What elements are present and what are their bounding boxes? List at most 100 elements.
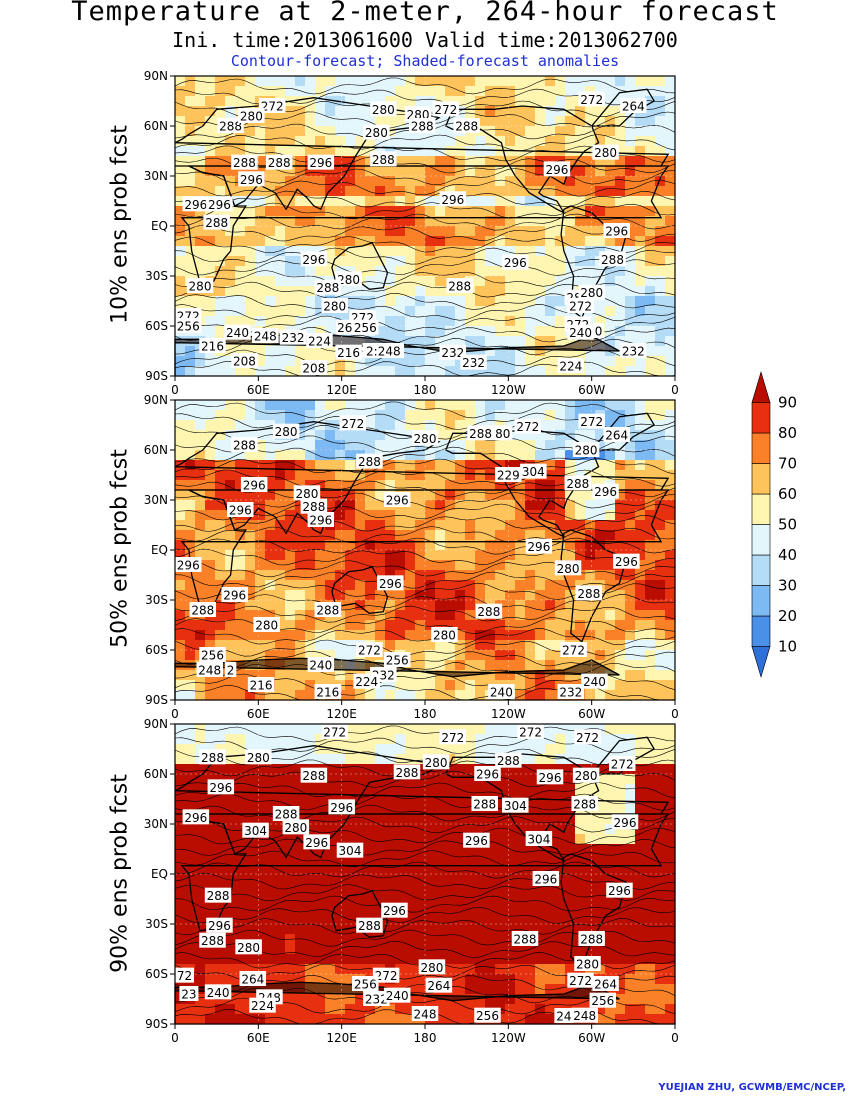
shade-cell bbox=[615, 206, 626, 217]
shade-cell bbox=[365, 236, 376, 247]
shade-cell bbox=[545, 326, 556, 337]
shade-cell bbox=[475, 904, 486, 915]
shade-cell bbox=[615, 834, 626, 845]
shade-cell bbox=[265, 530, 276, 541]
shade-cell bbox=[175, 754, 186, 765]
shade-cell bbox=[395, 276, 406, 287]
shade-cell bbox=[535, 924, 546, 935]
shade-cell bbox=[255, 804, 266, 815]
shade-cell bbox=[465, 924, 476, 935]
shade-cell bbox=[455, 914, 466, 925]
shade-cell bbox=[215, 460, 226, 471]
shade-cell bbox=[185, 874, 196, 885]
shade-cell bbox=[665, 500, 676, 511]
shade-cell bbox=[635, 76, 646, 87]
shade-cell bbox=[555, 580, 566, 591]
shade-cell bbox=[595, 510, 606, 521]
shade-cell bbox=[485, 510, 496, 521]
shade-cell bbox=[345, 670, 356, 681]
shade-cell bbox=[275, 1014, 286, 1025]
shade-cell bbox=[275, 306, 286, 317]
shade-cell bbox=[285, 480, 296, 491]
shade-cell bbox=[235, 96, 246, 107]
shade-cell bbox=[355, 500, 366, 511]
shade-cell bbox=[335, 146, 346, 157]
shade-cell bbox=[195, 86, 206, 97]
shade-cell bbox=[565, 176, 576, 187]
shade-cell bbox=[515, 530, 526, 541]
shade-cell bbox=[425, 550, 436, 561]
shade-cell bbox=[395, 316, 406, 327]
shade-cell bbox=[315, 630, 326, 641]
shade-cell bbox=[395, 610, 406, 621]
shade-cell bbox=[565, 236, 576, 247]
shade-cell bbox=[295, 96, 306, 107]
shade-cell bbox=[365, 550, 376, 561]
shade-cell bbox=[375, 934, 386, 945]
shade-cell bbox=[415, 420, 426, 431]
shade-cell bbox=[605, 814, 616, 825]
shade-cell bbox=[375, 480, 386, 491]
shade-cell bbox=[245, 964, 256, 975]
shade-cell bbox=[605, 450, 616, 461]
contour-label: 272 bbox=[358, 644, 381, 658]
shade-cell bbox=[445, 510, 456, 521]
shade-cell bbox=[425, 136, 436, 147]
shade-cell bbox=[585, 460, 596, 471]
shade-cell bbox=[565, 336, 576, 347]
shade-cell bbox=[265, 126, 276, 137]
shade-cell bbox=[315, 784, 326, 795]
shade-cell bbox=[265, 954, 276, 965]
shade-cell bbox=[525, 450, 536, 461]
shade-cell bbox=[415, 86, 426, 97]
shade-cell bbox=[405, 844, 416, 855]
shade-cell bbox=[645, 86, 656, 97]
shade-cell bbox=[615, 236, 626, 247]
shade-cell bbox=[655, 246, 666, 257]
shade-cell bbox=[295, 116, 306, 127]
shade-cell bbox=[465, 540, 476, 551]
shade-cell bbox=[235, 346, 246, 357]
shade-cell bbox=[215, 420, 226, 431]
shade-cell bbox=[465, 470, 476, 481]
shade-cell bbox=[595, 754, 606, 765]
shade-cell bbox=[655, 864, 666, 875]
shade-cell bbox=[245, 236, 256, 247]
shade-cell bbox=[515, 600, 526, 611]
shade-cell bbox=[355, 610, 366, 621]
shade-cell bbox=[285, 86, 296, 97]
shade-cell bbox=[505, 994, 516, 1005]
shade-cell bbox=[505, 854, 516, 865]
contour-label: 256 bbox=[354, 321, 377, 335]
shade-cell bbox=[335, 670, 346, 681]
shade-cell bbox=[625, 306, 636, 317]
shade-cell bbox=[265, 86, 276, 97]
shade-cell bbox=[375, 550, 386, 561]
shade-cell bbox=[495, 86, 506, 97]
shade-cell bbox=[205, 834, 216, 845]
shade-cell bbox=[605, 560, 616, 571]
shade-cell bbox=[225, 640, 236, 651]
shade-cell bbox=[505, 904, 516, 915]
shade-cell bbox=[365, 964, 376, 975]
shade-cell bbox=[515, 610, 526, 621]
shade-cell bbox=[325, 794, 336, 805]
shade-cell bbox=[625, 276, 636, 287]
contour-label: 280 bbox=[323, 300, 346, 314]
shade-cell bbox=[515, 326, 526, 337]
shade-cell bbox=[435, 774, 446, 785]
shade-cell bbox=[235, 774, 246, 785]
shade-cell bbox=[305, 640, 316, 651]
shade-cell bbox=[645, 156, 656, 167]
shade-cell bbox=[545, 984, 556, 995]
shade-cell bbox=[465, 336, 476, 347]
contour-label: 296 bbox=[309, 514, 332, 528]
shade-cell bbox=[475, 864, 486, 875]
shade-cell bbox=[595, 440, 606, 451]
shade-cell bbox=[305, 824, 316, 835]
shade-cell bbox=[185, 670, 196, 681]
shade-cell bbox=[295, 276, 306, 287]
shade-cell bbox=[265, 176, 276, 187]
shade-cell bbox=[345, 156, 356, 167]
